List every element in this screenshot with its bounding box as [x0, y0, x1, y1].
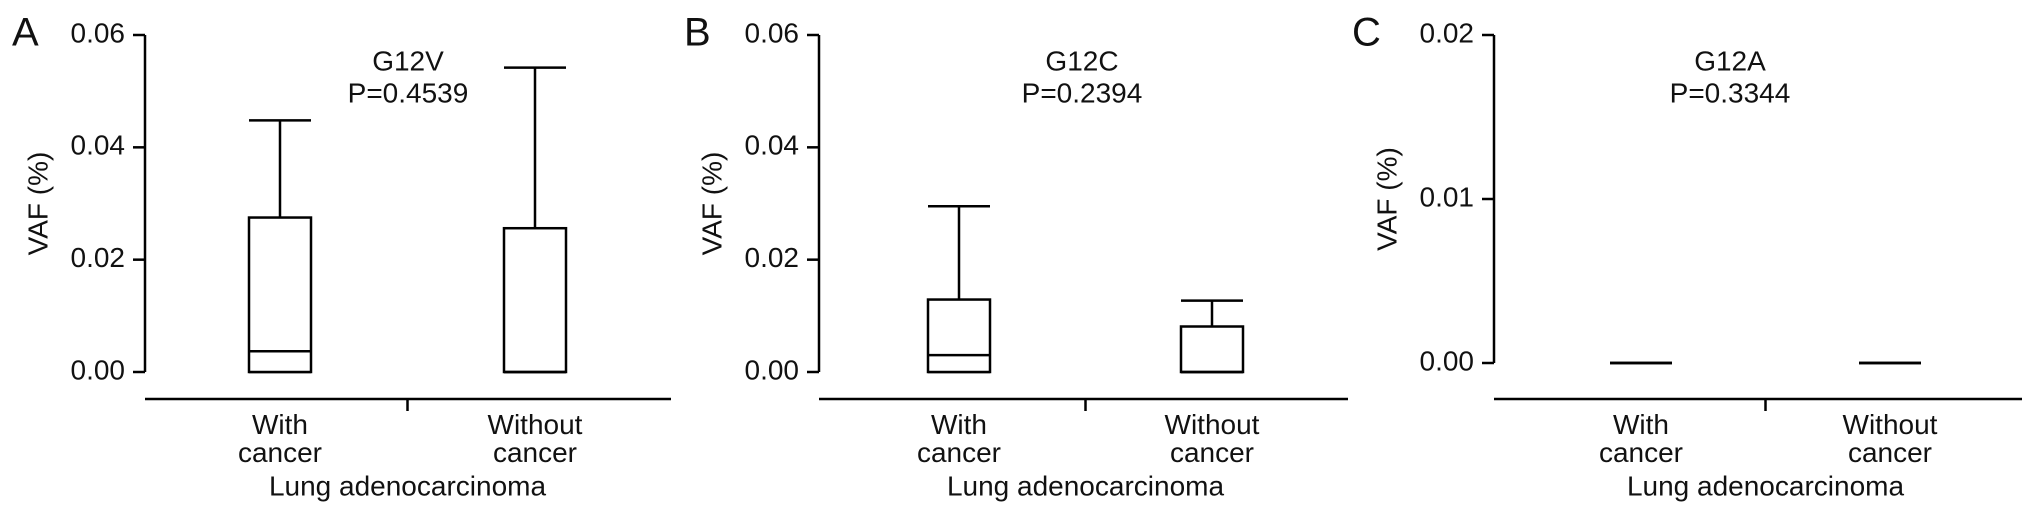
x-tick-label-box: Without cancer: [487, 411, 583, 468]
y-tick-label: 0.04: [745, 130, 800, 161]
box: [247, 216, 313, 374]
x-tick-label-box: Without cancer: [1164, 411, 1260, 468]
panel-letter: A: [12, 11, 39, 55]
x-tick-label: Without cancer: [487, 411, 583, 468]
chart-title: G12C: [1045, 45, 1118, 76]
chart-title: G12A: [1694, 45, 1766, 76]
y-tick-label: 0.00: [1420, 345, 1475, 376]
x-axis-label: Lung adenocarcinoma: [269, 470, 547, 501]
chart-subtitle: P=0.4539: [348, 77, 469, 108]
y-tick-label: 0.04: [71, 130, 126, 161]
y-tick-label: 0.02: [745, 242, 800, 273]
y-axis-label: VAF (%): [696, 152, 727, 256]
y-tick-label: 0.02: [71, 242, 126, 273]
x-tick-label: With cancer: [916, 411, 1002, 468]
x-tick-label: With cancer: [237, 411, 323, 468]
y-axis-label: VAF (%): [22, 152, 53, 256]
x-tick-label: With cancer: [1598, 411, 1684, 468]
box: [926, 298, 992, 374]
panel-letter: C: [1352, 11, 1381, 55]
x-axis-label: Lung adenocarcinoma: [947, 470, 1225, 501]
y-tick-label: 0.06: [745, 17, 800, 48]
x-tick-label: Without cancer: [1164, 411, 1260, 468]
chart-subtitle: P=0.2394: [1022, 77, 1143, 108]
box: [1179, 325, 1245, 374]
chart-subtitle: P=0.3344: [1670, 77, 1791, 108]
x-tick-label-box: With cancer: [916, 411, 1002, 468]
y-tick-label: 0.01: [1420, 181, 1475, 212]
chart-title: G12V: [372, 45, 444, 76]
x-tick-label-box: With cancer: [1598, 411, 1684, 468]
y-axis-label: VAF (%): [1371, 147, 1402, 251]
box: [502, 226, 568, 374]
y-tick-label: 0.06: [71, 17, 126, 48]
x-axis-label: Lung adenocarcinoma: [1627, 470, 1905, 501]
x-tick-label: Without cancer: [1842, 411, 1938, 468]
x-tick-label-box: Without cancer: [1842, 411, 1938, 468]
panel-letter: B: [684, 11, 711, 55]
y-tick-label: 0.02: [1420, 17, 1475, 48]
y-tick-label: 0.00: [745, 354, 800, 385]
y-tick-label: 0.00: [71, 354, 126, 385]
x-tick-label-box: With cancer: [237, 411, 323, 468]
